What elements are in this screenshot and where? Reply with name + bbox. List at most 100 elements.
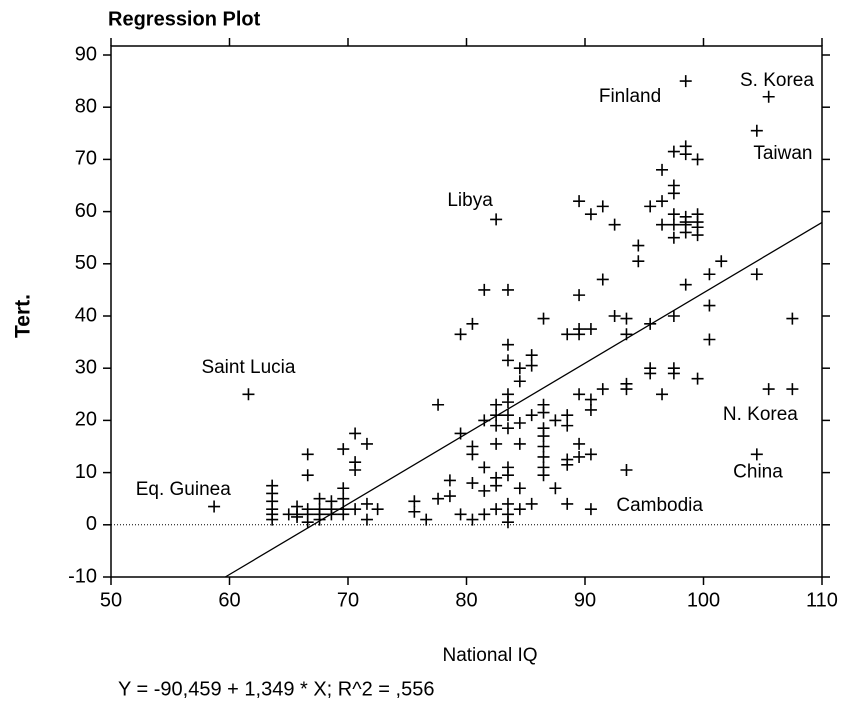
annotation: China (733, 462, 783, 483)
point (337, 482, 350, 495)
y-axis-label: Tert. (12, 294, 35, 338)
point (632, 255, 645, 268)
point (525, 359, 538, 372)
annotation: Taiwan (753, 143, 812, 164)
x-tick-label: 70 (337, 589, 359, 611)
point (478, 283, 491, 296)
point (596, 383, 609, 396)
point (501, 283, 514, 296)
annotation: Libya (447, 190, 493, 211)
point (561, 419, 574, 432)
point (573, 437, 586, 450)
point (501, 396, 514, 409)
point (703, 299, 716, 312)
point (525, 349, 538, 362)
point (703, 268, 716, 281)
point (360, 497, 373, 510)
point (549, 482, 562, 495)
x-tick-label: 100 (687, 589, 720, 611)
point (490, 398, 503, 411)
point (291, 510, 304, 523)
point (561, 458, 574, 471)
point (349, 503, 362, 516)
point (313, 503, 326, 516)
point (513, 362, 526, 375)
chart-title: Regression Plot (108, 8, 261, 30)
y-tick-label: 10 (75, 461, 97, 483)
point (620, 328, 633, 341)
point (337, 492, 350, 505)
point (537, 469, 550, 482)
point (501, 422, 514, 435)
point (596, 200, 609, 213)
point (679, 148, 692, 161)
y-tick-label: 20 (75, 409, 97, 431)
point (537, 450, 550, 463)
point (490, 479, 503, 492)
point (360, 437, 373, 450)
point (513, 482, 526, 495)
regression-line (224, 221, 823, 578)
point (301, 448, 314, 461)
point (301, 503, 314, 516)
point (608, 310, 621, 322)
point (667, 218, 680, 231)
point (656, 388, 669, 401)
point (454, 328, 467, 341)
point (490, 503, 503, 516)
point (667, 145, 680, 158)
point (667, 208, 680, 221)
point (750, 268, 763, 281)
point (644, 317, 657, 330)
point (208, 500, 221, 513)
point (501, 409, 514, 422)
point (656, 218, 669, 231)
x-tick-label: 50 (100, 589, 122, 611)
y-tick-label: -10 (68, 565, 97, 587)
point (432, 398, 445, 411)
point (525, 497, 538, 510)
point (432, 492, 445, 505)
point (266, 479, 279, 492)
point (549, 414, 562, 427)
x-tick-label: 110 (806, 589, 838, 611)
point (501, 469, 514, 482)
point (584, 323, 597, 336)
point (786, 383, 799, 396)
annotation: S. Korea (740, 70, 814, 91)
point (584, 208, 597, 221)
point (667, 310, 680, 322)
y-tick-label: 60 (75, 200, 97, 222)
point (337, 508, 350, 521)
point (501, 497, 514, 510)
y-tick-label: 0 (86, 513, 97, 535)
point (443, 474, 456, 487)
point (513, 375, 526, 388)
point (537, 440, 550, 453)
point (750, 448, 763, 461)
x-tick-label: 60 (218, 589, 240, 611)
point (667, 367, 680, 380)
point (656, 195, 669, 208)
point (786, 312, 799, 325)
point (620, 312, 633, 325)
annotation: Saint Lucia (201, 357, 295, 378)
point (691, 372, 704, 385)
y-tick-label: 70 (75, 148, 97, 170)
point (371, 503, 384, 516)
point (632, 239, 645, 252)
point (703, 333, 716, 346)
point (679, 226, 692, 239)
point (573, 388, 586, 401)
point (537, 312, 550, 325)
point (762, 90, 775, 103)
y-tick-label: 30 (75, 356, 97, 378)
point (454, 508, 467, 521)
point (513, 417, 526, 430)
point (490, 409, 503, 422)
point (537, 430, 550, 443)
point (596, 273, 609, 286)
point (679, 75, 692, 88)
point (667, 187, 680, 200)
footnote: Y = -90,459 + 1,349 * X; R^2 = ,556 (118, 678, 434, 700)
